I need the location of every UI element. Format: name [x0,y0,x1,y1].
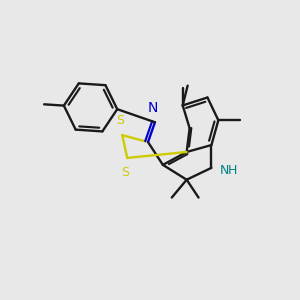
Text: S: S [121,166,129,179]
Text: N: N [219,164,229,177]
Text: N: N [148,101,158,115]
Text: S: S [116,114,124,127]
Text: H: H [227,164,237,177]
